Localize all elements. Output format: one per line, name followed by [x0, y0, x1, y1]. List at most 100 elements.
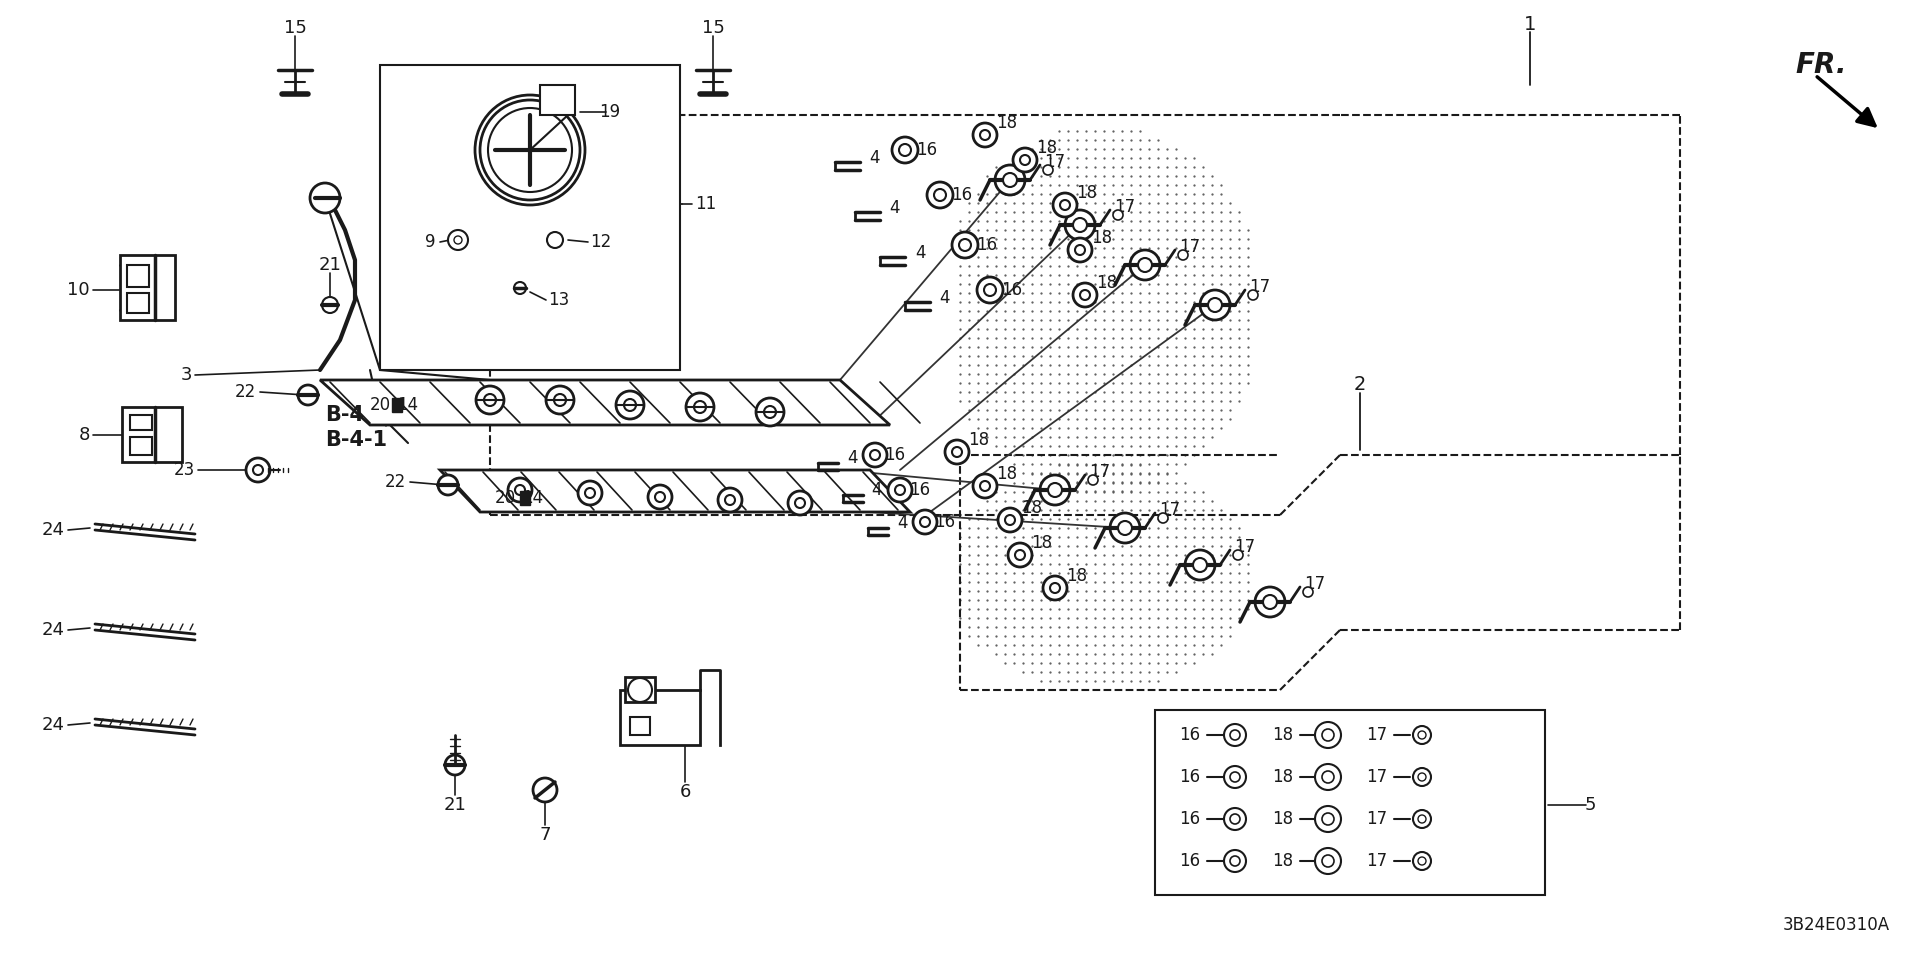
Text: 2: 2 [1354, 375, 1367, 395]
Text: 11: 11 [695, 195, 716, 213]
Circle shape [1014, 148, 1037, 172]
Circle shape [586, 488, 595, 498]
Circle shape [547, 232, 563, 248]
Circle shape [979, 481, 991, 491]
Circle shape [973, 123, 996, 147]
Text: 16: 16 [910, 481, 931, 499]
Text: 13: 13 [547, 291, 568, 309]
Circle shape [1315, 806, 1340, 832]
Text: 18: 18 [1273, 852, 1294, 870]
Circle shape [253, 465, 263, 475]
Text: 17: 17 [1367, 726, 1388, 744]
Text: 18: 18 [1091, 229, 1112, 247]
Circle shape [655, 492, 664, 502]
Circle shape [726, 495, 735, 505]
Text: 18: 18 [1077, 184, 1098, 202]
Text: 6: 6 [680, 783, 691, 801]
Text: 16: 16 [1179, 768, 1200, 786]
Bar [392, 398, 401, 412]
Circle shape [1323, 729, 1334, 741]
Circle shape [438, 475, 459, 495]
Text: 16: 16 [1002, 281, 1023, 299]
Text: 17: 17 [1044, 153, 1066, 171]
Text: 4: 4 [872, 481, 883, 499]
Circle shape [1315, 722, 1340, 748]
Text: 12: 12 [589, 233, 611, 251]
Text: 16: 16 [977, 236, 998, 254]
Bar [520, 491, 530, 505]
Circle shape [1052, 193, 1077, 217]
Circle shape [1231, 814, 1240, 824]
Bar [1156, 710, 1546, 895]
Bar [620, 690, 701, 745]
Circle shape [246, 458, 271, 482]
Text: 24: 24 [42, 521, 65, 539]
Circle shape [1020, 155, 1029, 165]
Circle shape [1131, 250, 1160, 280]
Text: 4: 4 [914, 244, 925, 262]
Text: 3: 3 [180, 366, 192, 384]
Circle shape [718, 488, 741, 512]
Text: 16: 16 [935, 513, 956, 531]
Text: 18: 18 [1037, 139, 1058, 157]
Bar [630, 717, 651, 735]
Text: 18: 18 [1273, 810, 1294, 828]
Circle shape [895, 485, 904, 495]
Circle shape [1048, 483, 1062, 497]
Circle shape [492, 112, 568, 188]
Circle shape [1231, 730, 1240, 740]
Circle shape [1323, 771, 1334, 783]
Text: 7: 7 [540, 826, 551, 844]
Text: 17: 17 [1304, 575, 1325, 593]
Circle shape [1079, 290, 1091, 300]
Text: 16: 16 [1179, 726, 1200, 744]
Circle shape [977, 277, 1002, 303]
Text: 4: 4 [847, 449, 856, 467]
Text: 24: 24 [42, 621, 65, 639]
Text: 10: 10 [67, 281, 90, 299]
Circle shape [309, 183, 340, 213]
Bar [131, 415, 152, 430]
Text: 23: 23 [173, 461, 196, 479]
Circle shape [1225, 724, 1246, 746]
Circle shape [1225, 850, 1246, 872]
Text: 14: 14 [397, 396, 419, 414]
Text: 15: 15 [701, 19, 724, 37]
Circle shape [447, 230, 468, 250]
Text: 1: 1 [1524, 15, 1536, 35]
Circle shape [983, 284, 996, 296]
Text: 18: 18 [1273, 768, 1294, 786]
Text: 16: 16 [1179, 852, 1200, 870]
Text: 16: 16 [916, 141, 937, 159]
Circle shape [1185, 550, 1215, 580]
Circle shape [1225, 766, 1246, 788]
Circle shape [1192, 558, 1208, 572]
Circle shape [578, 481, 603, 505]
Circle shape [933, 189, 947, 201]
Circle shape [1225, 808, 1246, 830]
Circle shape [480, 100, 580, 200]
Circle shape [445, 755, 465, 775]
Circle shape [1208, 298, 1221, 312]
Circle shape [1068, 238, 1092, 262]
Circle shape [1413, 768, 1430, 786]
Text: 24: 24 [42, 716, 65, 734]
Circle shape [952, 232, 977, 258]
Bar [626, 677, 655, 702]
Circle shape [958, 239, 972, 251]
Circle shape [1179, 250, 1188, 260]
Bar [127, 265, 150, 287]
Circle shape [488, 108, 572, 192]
Text: 9: 9 [424, 233, 436, 251]
Circle shape [685, 393, 714, 421]
Text: 18: 18 [996, 114, 1018, 132]
Circle shape [899, 144, 910, 156]
Circle shape [862, 443, 887, 467]
Polygon shape [321, 380, 891, 425]
Circle shape [545, 386, 574, 414]
Circle shape [1233, 550, 1242, 560]
Circle shape [1002, 173, 1018, 187]
Text: 22: 22 [384, 473, 405, 491]
Circle shape [1304, 587, 1313, 597]
Text: 4: 4 [939, 289, 950, 307]
